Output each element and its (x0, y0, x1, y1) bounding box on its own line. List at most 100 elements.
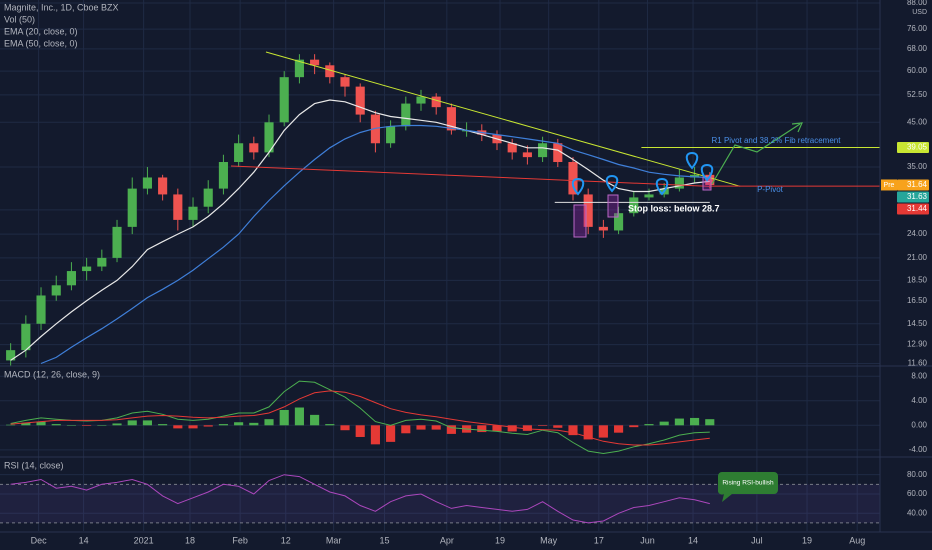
candle-body (173, 194, 183, 220)
histogram-bar (416, 425, 426, 430)
histogram-bar (264, 419, 274, 426)
histogram-bar (431, 425, 441, 430)
price-label: 31.44 (907, 204, 928, 213)
candle-body (97, 257, 107, 267)
histogram-bar (477, 425, 487, 433)
y-tick-label: 60.00 (907, 489, 928, 498)
legend-entry: EMA (20, close, 0) (4, 26, 78, 36)
y-tick-label: 12.90 (907, 340, 928, 349)
candle-body (507, 143, 517, 153)
histogram-bar (218, 424, 228, 426)
histogram-bar (340, 425, 350, 431)
histogram-bar (310, 414, 320, 426)
candle-body (279, 77, 289, 123)
annotation: Rising RSI-bullish (722, 480, 774, 487)
y-tick-label: 18.50 (907, 276, 928, 285)
candle-body (264, 122, 274, 153)
histogram-bar (355, 425, 365, 437)
drawn-line (230, 165, 710, 187)
plot-layer (6, 51, 880, 524)
highlight-box (573, 204, 587, 238)
x-tick-label: May (540, 535, 558, 545)
candle-body (598, 226, 608, 231)
candle-body (446, 107, 456, 131)
histogram-bar (234, 422, 244, 426)
histogram-bar (583, 425, 593, 440)
y-tick-label: -4.00 (909, 445, 928, 454)
candle-body (325, 65, 335, 78)
histogram-bar (325, 424, 335, 426)
histogram-bar (370, 425, 380, 445)
candle-body (355, 86, 365, 115)
candle-body (294, 59, 304, 78)
pin (655, 177, 669, 196)
callout-box (717, 472, 778, 502)
x-tick-label: 18 (185, 535, 195, 545)
y-tick-label: 76.00 (907, 24, 928, 33)
x-tick-label: 19 (495, 535, 505, 545)
candle-body (674, 177, 684, 189)
histogram-bar (553, 425, 563, 428)
x-tick-label: 14 (79, 535, 89, 545)
x-tick-label: Feb (232, 535, 248, 545)
histogram-bar (6, 424, 16, 426)
candle-body (340, 77, 350, 87)
y-tick-label: 21.00 (907, 253, 928, 262)
pin (685, 151, 699, 170)
histogram-bar (659, 421, 669, 426)
histogram-bar (507, 425, 517, 432)
histogram-bar (644, 424, 654, 426)
x-tick-label: Aug (849, 535, 865, 545)
macd-title: MACD (12, 26, close, 9) (4, 369, 100, 379)
price-label: 31.64 (907, 180, 928, 189)
x-tick-label: 2021 (134, 535, 154, 545)
histogram-bar (173, 425, 183, 429)
candle-body (401, 103, 411, 127)
highlight-box (607, 194, 619, 218)
histogram-bar (446, 425, 456, 434)
pin (571, 177, 585, 196)
price-label-box (897, 203, 929, 215)
histogram-bar (203, 425, 213, 427)
histogram-bar (142, 420, 152, 426)
histogram-bar (51, 424, 61, 426)
y-tick-label: 68.00 (907, 44, 928, 53)
price-label: 31.63 (907, 192, 928, 201)
y-tick-label: 11.60 (908, 359, 928, 368)
histogram-bar (294, 407, 304, 426)
currency: USD (912, 9, 927, 16)
volume-label: Vol (50) (4, 14, 35, 24)
x-tick-label: 19 (802, 535, 812, 545)
histogram-bar (629, 425, 639, 428)
histogram-bar (538, 425, 548, 426)
candle-body (218, 162, 228, 189)
candle-body (36, 295, 46, 324)
price-tag-box (881, 179, 897, 191)
y-tick-label: 52.50 (907, 90, 928, 99)
candle-body (538, 143, 548, 158)
candle-body (431, 96, 441, 108)
candle-body (51, 285, 61, 296)
histogram-bar (386, 425, 396, 442)
projection-arrow (711, 123, 801, 185)
x-tick-label: Apr (440, 535, 454, 545)
histogram-bar (279, 409, 289, 426)
candle-body (82, 266, 92, 272)
candle-body (614, 213, 624, 231)
ema-line (10, 99, 710, 361)
histogram-bar (690, 417, 700, 426)
pin (605, 174, 619, 193)
candle-body (21, 323, 31, 351)
y-tick-label: 40.00 (907, 508, 928, 517)
x-tick-label: Mar (326, 535, 342, 545)
histogram-bar (112, 423, 122, 426)
ema-line (40, 124, 710, 365)
macd-line (10, 380, 710, 455)
x-tick-label: 14 (688, 535, 698, 545)
histogram-bar (568, 425, 578, 436)
candle-body (234, 143, 244, 163)
histogram-bar (127, 420, 137, 426)
